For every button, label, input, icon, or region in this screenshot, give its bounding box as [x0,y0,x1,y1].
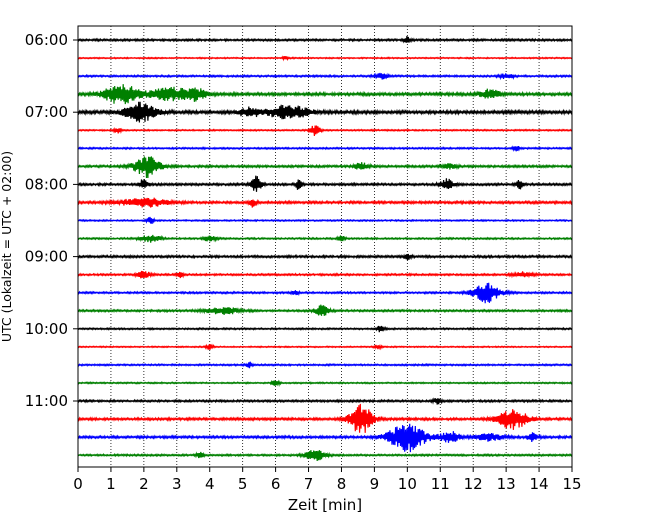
trace-row [77,325,573,333]
x-tick-label: 2 [139,475,149,493]
trace-row [77,55,573,62]
x-tick-label: 1 [106,475,116,493]
y-tick-label: 07:00 [25,103,68,121]
x-tick-label: 10 [398,475,417,493]
x-tick-label: 13 [497,475,516,493]
trace-row [77,175,573,192]
x-axis-ticks: 0 1 2 3 4 5 6 7 8 9 10 11 12 13 14 15 [73,467,582,493]
y-axis-ticks: 06:00 07:00 08:00 09:00 10:00 11:00 [25,31,78,410]
trace-row [77,253,573,261]
x-tick-label: 8 [337,475,347,493]
x-tick-label: 5 [238,475,248,493]
trace-row [77,156,573,179]
y-tick-label: 10:00 [25,320,68,338]
trace-row [77,216,573,224]
trace-row [77,35,573,44]
trace-series [77,35,573,462]
plot-frame [77,25,573,468]
trace-row [77,343,573,351]
trace-row [77,450,573,462]
trace-row [77,145,573,152]
y-tick-label: 11:00 [25,392,68,410]
x-tick-label: 0 [73,475,83,493]
trace-row [77,304,573,316]
trace-row [77,403,573,433]
trace-row [77,197,573,208]
x-tick-label: 15 [562,475,581,493]
y-tick-label: 06:00 [25,31,68,49]
trace-row [77,125,573,137]
x-tick-label: 11 [431,475,450,493]
x-tick-label: 7 [304,475,314,493]
x-axis-label: Zeit [min] [288,496,362,514]
trace-row [77,270,573,279]
x-tick-label: 14 [530,475,549,493]
y-tick-label: 09:00 [25,248,68,266]
trace-row [77,361,573,369]
trace-row [77,423,573,453]
x-tick-label: 6 [271,475,281,493]
x-tick-label: 3 [172,475,182,493]
x-tick-label: 4 [205,475,215,493]
trace-row [77,101,573,123]
y-tick-label: 08:00 [25,175,68,193]
trace-row [77,234,573,243]
trace-row [77,379,573,387]
trace-row [77,84,573,105]
trace-row [77,397,573,405]
trace-row [77,72,573,81]
y-axis-label: UTC (Lokalzeit = UTC + 02:00) [0,151,14,342]
x-tick-label: 12 [464,475,483,493]
x-tick-label: 9 [370,475,380,493]
trace-row [77,282,573,304]
